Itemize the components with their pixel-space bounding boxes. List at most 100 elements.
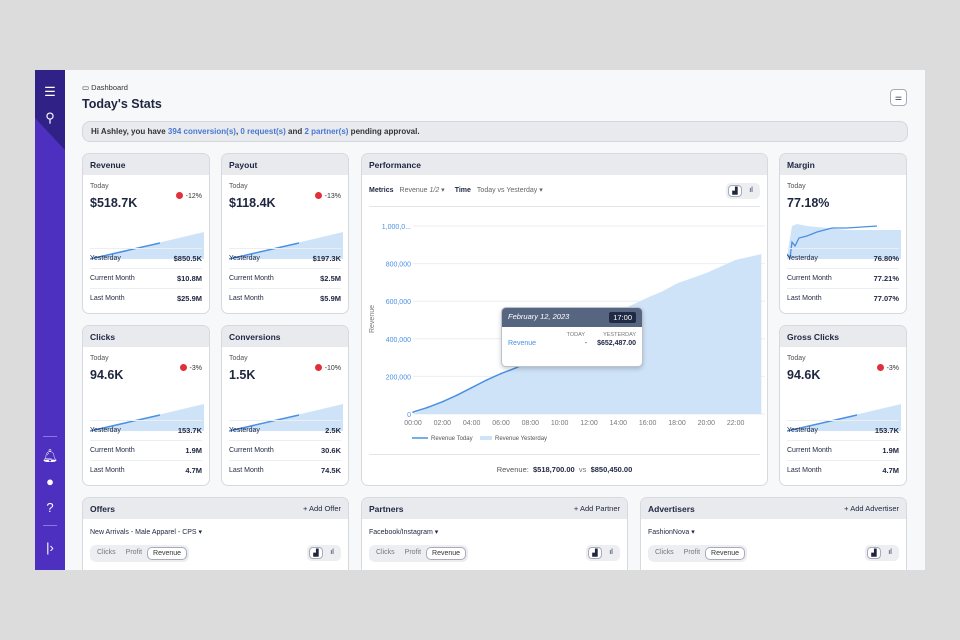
time-dropdown[interactable]: Today vs Yesterday ▾ [476,187,543,194]
today-label: Today [90,355,109,362]
x-tick-label: 04:00 [463,420,481,427]
sparkline [229,232,343,260]
area-chart-toggle[interactable]: ▟ [588,547,602,559]
stat-card-margin[interactable]: Margin Today 77.18% Yesterday 76.80% Curre… [779,153,907,314]
y-tick-label: 400,000 [386,337,411,344]
today-value: 77.18% [787,196,830,210]
bar-chart-toggle[interactable]: ıl [888,549,892,556]
bar-chart-toggle[interactable]: ıl [330,549,334,556]
x-tick-label: 12:00 [580,420,598,427]
y-tick-label: 600,000 [386,299,411,306]
y-tick-label: 0 [407,412,411,419]
stat-row: Last Month 74.5K [229,460,341,480]
stat-row: Yesterday 153.7K [90,420,202,440]
help-icon[interactable]: ? [46,500,54,515]
card-header: Margin [780,154,906,175]
x-tick-label: 16:00 [639,420,657,427]
expand-icon[interactable]: |› [46,540,54,555]
sparkline [787,224,901,260]
partners-link[interactable]: 2 partner(s) [304,127,349,136]
tab-clicks[interactable]: Clicks [376,549,395,556]
tab-revenue[interactable]: Revenue [147,547,188,560]
monitor-icon: ▭ [82,83,92,92]
legend-swatch-yesterday [480,436,492,440]
offers-dropdown[interactable]: New Arrivals - Male Apparel - CPS ▾ [90,529,203,536]
add-button[interactable]: + Add Partner [573,504,620,513]
pending-approval-banner: Hi Ashley, you have 394 conversion(s), 0… [82,121,908,142]
x-tick-label: 14:00 [610,420,628,427]
bar-chart-toggle[interactable]: ıl [749,187,753,194]
tab-clicks[interactable]: Clicks [97,549,116,556]
divider [43,525,57,526]
change-badge: -10% [314,364,341,372]
bar-chart-toggle[interactable]: ıl [609,549,613,556]
card-header: Offers + Add Offer [83,498,348,519]
stat-card-revenue[interactable]: Revenue Today $518.7K -12% Yesterday $850… [82,153,210,314]
stat-row: Yesterday 76.80% [787,248,899,268]
metric-tabs: Clicks Profit Revenue [648,545,748,562]
stat-card-clicks[interactable]: Clicks Today 94.6K -3% Yesterday 153.7K Cu… [82,325,210,486]
stat-row: Last Month $5.9M [229,288,341,308]
tab-profit[interactable]: Profit [683,549,701,556]
add-button[interactable]: + Add Offer [302,504,341,513]
menu-icon[interactable]: ☰ [44,84,56,99]
advertisers-card: Advertisers + Add Advertiser FashionNova … [640,497,907,570]
card-header: Performance [362,154,767,175]
sparkline [787,404,901,432]
divider [43,436,57,437]
data-point-today [500,372,502,375]
stat-row: Last Month 77.07% [787,288,899,308]
data-point-today [426,406,429,409]
sparkline [90,404,204,432]
tab-revenue[interactable]: Revenue [426,547,467,560]
today-label: Today [787,355,806,362]
page-title: Today's Stats [82,97,162,111]
stat-row: Current Month $2.5M [229,268,341,288]
area-chart-toggle[interactable]: ▟ [728,185,742,197]
divider [369,454,760,455]
tab-clicks[interactable]: Clicks [655,549,674,556]
tab-revenue[interactable]: Revenue [705,547,746,560]
stat-card-payout[interactable]: Payout Today $118.4K -13% Yesterday $197.… [221,153,349,314]
search-icon[interactable]: ⚲ [45,110,55,125]
app-window: ☰ ⚲ 🔔︎ ● ? |› ▭ Dashboard Today's Stats … [35,70,925,570]
partners-dropdown[interactable]: Facebook/Instagram ▾ [369,529,439,536]
change-badge: -13% [314,192,341,200]
toggle-settings-button[interactable]: ⚌ [890,89,907,106]
requests-link[interactable]: 0 request(s) [240,127,286,136]
stat-card-conversions[interactable]: Conversions Today 1.5K -10% Yesterday 2.5… [221,325,349,486]
tab-profit[interactable]: Profit [404,549,422,556]
data-point-today [470,386,473,389]
metrics-dropdown[interactable]: Revenue 1/2 ▾ [399,187,445,194]
area-chart-toggle[interactable]: ▟ [309,547,323,559]
sparkline [229,404,343,432]
add-button[interactable]: + Add Advertiser [844,504,899,513]
data-point-today [456,394,458,396]
change-badge: -12% [175,192,202,200]
stat-card-gross-clicks[interactable]: Gross Clicks Today 94.6K -3% Yesterday 15… [779,325,907,486]
sparkline [90,232,204,260]
sidebar: ☰ ⚲ 🔔︎ ● ? |› [35,70,65,570]
data-point-today [412,411,414,413]
down-arrow-icon [876,364,884,371]
conversions-link[interactable]: 394 conversion(s) [167,127,236,136]
today-label: Today [787,183,806,190]
user-icon[interactable]: ● [46,474,54,489]
breadcrumb[interactable]: ▭ Dashboard [82,83,128,92]
today-value: 94.6K [787,368,821,382]
divider [369,206,760,207]
x-tick-label: 10:00 [551,420,569,427]
today-label: Today [90,183,109,190]
y-axis-label: Revenue [369,305,376,333]
tab-profit[interactable]: Profit [125,549,143,556]
performance-card: Performance Metrics Revenue 1/2 ▾ Time T… [361,153,768,486]
down-arrow-icon [314,192,322,199]
advertisers-dropdown[interactable]: FashionNova ▾ [648,529,695,536]
data-point-today [441,400,444,403]
stat-row: Yesterday $850.5K [90,248,202,268]
card-header: Partners + Add Partner [362,498,627,519]
stat-row: Current Month 77.21% [787,268,899,288]
bell-icon[interactable]: 🔔︎ [41,448,59,463]
metric-tabs: Clicks Profit Revenue [90,545,190,562]
area-chart-toggle[interactable]: ▟ [867,547,881,559]
